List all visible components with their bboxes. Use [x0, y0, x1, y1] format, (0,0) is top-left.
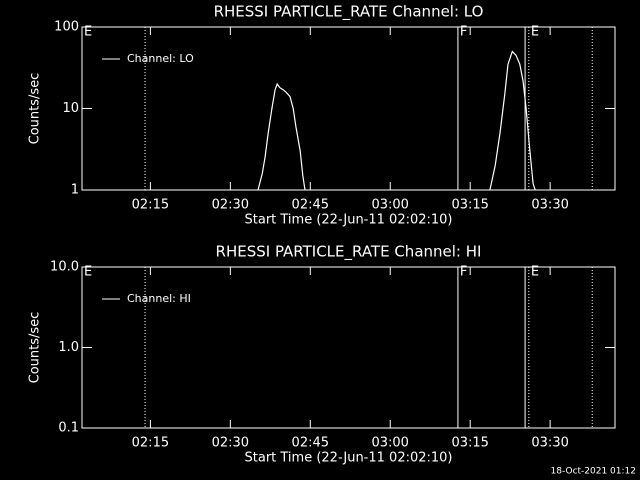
x-tick-label: 03:30 — [531, 436, 568, 451]
footer: 18-Oct-2021 01:12 — [551, 467, 636, 477]
x-tick-label: 02:45 — [292, 436, 329, 451]
x-axis-label: Start Time (22-Jun-11 02:02:10) — [245, 213, 453, 228]
x-tick-label: 03:15 — [451, 198, 488, 213]
x-tick-label: 02:30 — [212, 198, 249, 213]
x-tick-label: 03:15 — [451, 436, 488, 451]
y-axis-label: Counts/sec — [28, 312, 43, 384]
x-tick-label: 02:30 — [212, 436, 249, 451]
flag-label: E — [531, 25, 539, 40]
y-tick-label: 10 — [62, 101, 79, 116]
y-tick-label: 100 — [54, 20, 79, 35]
legend-label: Channel: LO — [127, 52, 194, 65]
flag-label: E — [531, 265, 539, 280]
legend-label: Channel: HI — [127, 292, 191, 305]
x-tick-label: 03:00 — [371, 436, 408, 451]
y-tick-label: 10.0 — [50, 260, 79, 275]
x-tick-label: 02:45 — [292, 198, 329, 213]
chart-title: RHESSI PARTICLE_RATE Channel: HI — [216, 243, 482, 262]
flag-label: E — [84, 265, 92, 280]
chart-title: RHESSI PARTICLE_RATE Channel: LO — [214, 3, 484, 22]
flag-label: E — [84, 25, 92, 40]
y-tick-label: 1 — [71, 183, 79, 198]
x-tick-label: 02:15 — [132, 436, 169, 451]
flag-label: F — [460, 265, 467, 280]
flag-label: F — [460, 25, 467, 40]
x-axis-label: Start Time (22-Jun-11 02:02:10) — [245, 451, 453, 466]
y-axis-label: Counts/sec — [28, 73, 43, 145]
x-tick-label: 02:15 — [132, 198, 169, 213]
x-tick-label: 03:00 — [371, 198, 408, 213]
y-tick-label: 0.1 — [58, 421, 79, 436]
data-line — [257, 50, 536, 191]
y-tick-label: 1.0 — [58, 340, 79, 355]
x-tick-label: 03:30 — [531, 198, 568, 213]
